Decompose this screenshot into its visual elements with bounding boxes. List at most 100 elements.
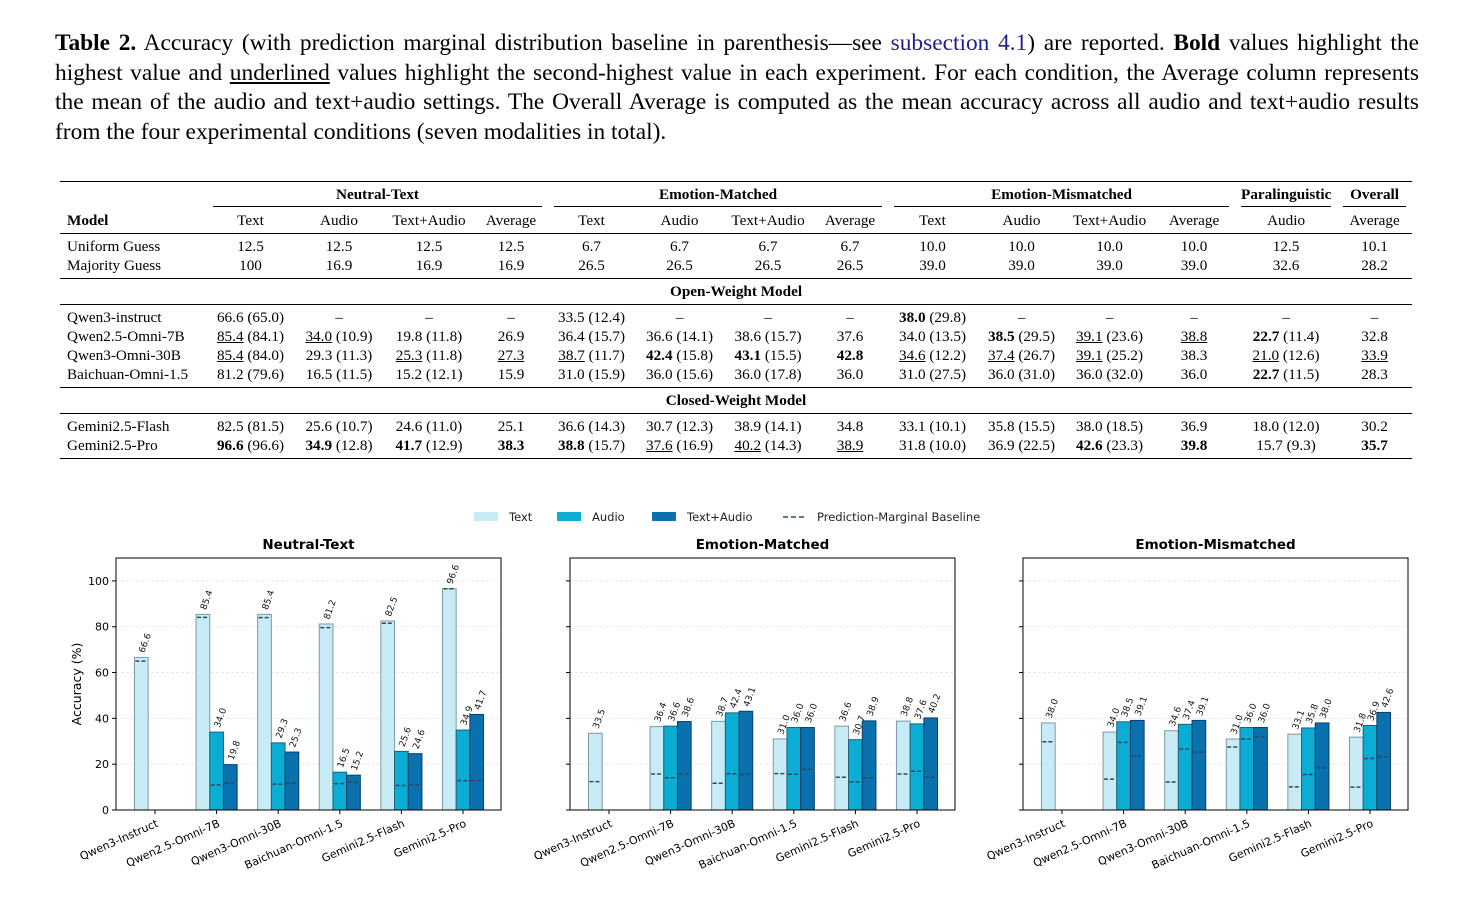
table-cell: 35.8 (15.5) (977, 414, 1066, 437)
cell-value: 37.6 (836, 327, 864, 345)
cell-value: 35.7 (1361, 436, 1388, 454)
table-cell: – (1235, 305, 1337, 328)
table-row: Gemini2.5-Flash 82.5 (81.5) 25.6 (10.7) 24.… (60, 414, 1412, 437)
bar-text-audio (738, 710, 754, 811)
cell-baseline: (14.3) (588, 417, 626, 435)
cell-value: 31.0 (898, 365, 926, 383)
bar-text (587, 732, 603, 811)
bar-value-label: 66.6 (138, 632, 154, 655)
cell-value: 42.6 (1075, 436, 1103, 454)
bar-audio (1362, 724, 1378, 811)
table-cell: 25.6 (10.7) (294, 414, 384, 437)
bar-value-label: 40.2 (927, 693, 943, 715)
column-header: Average (1337, 208, 1413, 234)
bar-text (834, 725, 850, 811)
bar-value-label: 42.4 (729, 687, 745, 710)
table-cell: 35.7 (1337, 436, 1412, 459)
table-cell: 81.2 (79.6) (207, 365, 294, 388)
table-cell: 33.1 (10.1) (888, 414, 977, 437)
bar-text-audio (1314, 722, 1330, 811)
table-cell: 85.4 (84.0) (207, 346, 294, 365)
y-axis-label: Accuracy (%) (69, 643, 84, 726)
table-cell: 16.9 (415, 256, 443, 274)
table-cell: 37.6 (16.9) (635, 436, 724, 459)
table-row: Qwen2.5-Omni-7B 85.4 (84.1) 34.0 (10.9) 19.… (60, 327, 1412, 346)
cell-value: 22.7 (1252, 365, 1280, 383)
table-cell: 39.0 (919, 256, 946, 274)
cell-baseline: (10.9) (335, 327, 373, 345)
table-cell: 12.5 (325, 237, 353, 255)
cell-baseline: (84.0) (247, 346, 285, 364)
cell-value: 39.1 (1075, 327, 1103, 345)
bar-text-audio (923, 717, 939, 811)
legend-swatch-1 (557, 512, 581, 521)
cell-baseline: (15.8) (676, 346, 714, 364)
subsection-link[interactable]: subsection 4.1 (890, 30, 1028, 56)
table-cell: 36.0 (1153, 365, 1235, 388)
cell-baseline: (65.0) (247, 308, 285, 326)
bar-text (318, 623, 334, 811)
table-cell: 39.0 (1008, 256, 1035, 274)
table-cell: 22.7 (11.5) (1235, 365, 1337, 388)
table-cell: 31.0 (15.9) (548, 365, 635, 388)
table-cell: 10.0 (919, 237, 946, 255)
cell-value: 25.1 (497, 417, 525, 435)
cell-value: – (1370, 308, 1379, 326)
cell-baseline: (17.8) (764, 365, 802, 383)
table-cell: 37.6 (812, 327, 888, 346)
column-header: Text+Audio (384, 208, 474, 234)
bar-audio (786, 727, 802, 811)
cell-value: 66.6 (216, 308, 244, 326)
cell-value: – (1105, 308, 1114, 326)
bar-value-label: 38.5 (1120, 697, 1136, 719)
cell-baseline: (11.3) (336, 346, 373, 364)
cell-value: 19.8 (395, 327, 423, 345)
table-cell: 40.2 (14.3) (724, 436, 812, 459)
bar-value-label: 33.5 (592, 708, 608, 730)
cell-value: 36.0 (1180, 365, 1208, 383)
cell-value: – (1190, 308, 1198, 326)
cell-value: 85.4 (216, 327, 244, 345)
cell-value: 36.0 (1075, 365, 1103, 383)
cell-baseline: (11.5) (336, 365, 373, 383)
cell-baseline: (14.1) (764, 417, 802, 435)
table-cell: 36.0 (17.8) (724, 365, 812, 388)
cell-value: 35.8 (987, 417, 1015, 435)
cell-value: 36.0 (987, 365, 1015, 383)
bar-text (1287, 733, 1303, 811)
cell-value: 34.0 (305, 327, 333, 345)
cell-baseline: (26.7) (1018, 346, 1056, 364)
cell-baseline: (29.5) (1018, 327, 1056, 345)
bar-text-audio (861, 720, 877, 811)
y-tick-label: 40 (95, 712, 109, 725)
column-header: Average (474, 208, 549, 234)
bar-audio (1116, 721, 1131, 811)
table-cell: 38.8 (15.7) (548, 436, 635, 459)
group-header-label: Overall (1343, 184, 1407, 207)
table-row: Qwen3-instruct 66.6 (65.0) – – – 33.5 (12.4) –… (60, 305, 1412, 328)
cell-value: 26.9 (497, 327, 525, 345)
cell-value: 81.2 (216, 365, 244, 383)
bar-audio (270, 742, 286, 811)
cell-value: 38.6 (734, 327, 762, 345)
bar-audio (909, 723, 925, 811)
table-cell: 18.0 (12.0) (1235, 414, 1337, 437)
table-cell: 39.0 (1180, 256, 1208, 274)
cell-baseline: (23.3) (1106, 436, 1144, 454)
cell-baseline: (32.0) (1106, 365, 1144, 383)
column-header-row: Model Text Audio Text+Audio Average Text Audio… (60, 208, 1413, 234)
cell-value: 38.5 (987, 327, 1015, 345)
table-cell: 38.9 (14.1) (724, 414, 812, 437)
cell-value: 32.8 (1361, 327, 1388, 345)
cell-value: – (335, 308, 343, 326)
table-cell: – (384, 305, 474, 328)
bar-text (772, 738, 788, 811)
cell-value: 28.3 (1361, 365, 1388, 383)
cell-baseline: (10.0) (929, 436, 967, 454)
table-cell: 38.0 (18.5) (1066, 414, 1153, 437)
bar-value-label: 36.6 (838, 701, 854, 724)
cell-value: 33.1 (898, 417, 926, 435)
accuracy-bar-charts: Text Audio Text+Audio Prediction-Marginal B… (69, 510, 1409, 872)
cell-value: 38.3 (497, 436, 525, 454)
cell-value: 33.9 (1361, 346, 1388, 364)
